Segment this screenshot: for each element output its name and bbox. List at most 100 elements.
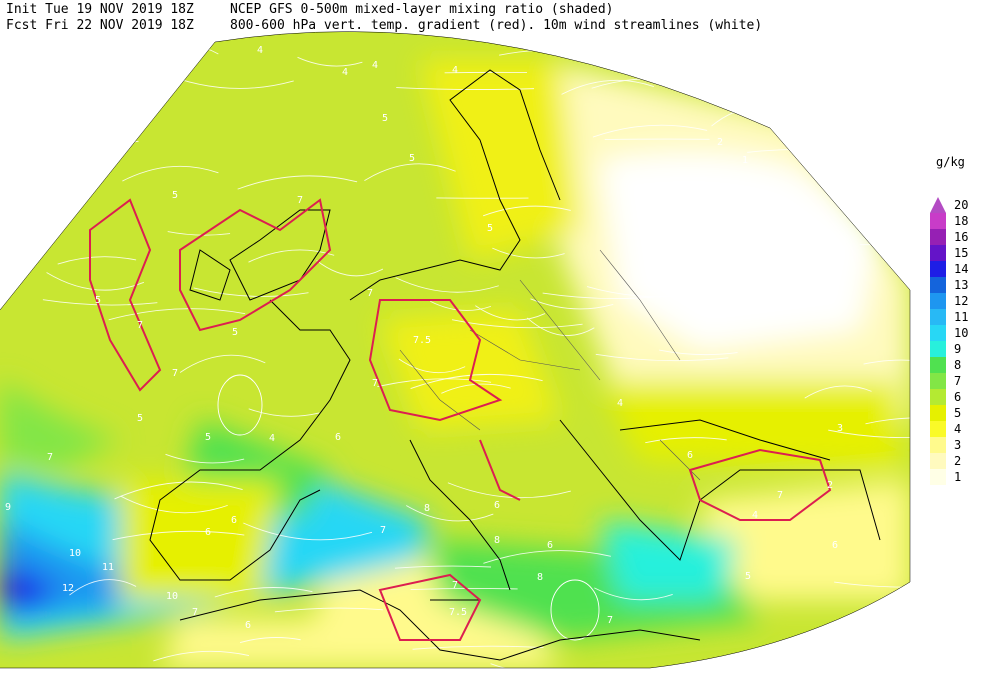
contour-labels: 4 4 4 5 5 5 4 2 1 5 5 5 7 7 7 7 7.5 7 5 6 5 4 6 6 7 8 8 8 6 6 7 9 10 11 12… (5, 45, 843, 631)
streamline (316, 260, 384, 277)
legend-swatch (930, 437, 946, 453)
contour-label: 7 (452, 580, 458, 591)
streamline (395, 277, 499, 293)
contour-label: 6 (245, 620, 251, 631)
init-time: Init Tue 19 NOV 2019 18Z (6, 2, 194, 17)
contour-label: 5 (745, 571, 751, 582)
streamline (550, 579, 600, 641)
map-frame (0, 31, 911, 669)
legend-label: 10 (954, 326, 968, 340)
shading (0, 60, 910, 668)
contour-label: 8 (424, 503, 430, 514)
contour-label: 7 (297, 195, 303, 206)
streamline (410, 587, 518, 591)
legend-label: 13 (954, 278, 968, 292)
streamline (120, 495, 228, 514)
contour-label: 10 (69, 548, 81, 559)
streamline (483, 550, 611, 564)
contour-label: 6 (231, 515, 237, 526)
legend-label: 20 (954, 198, 968, 212)
streamline (297, 56, 363, 67)
contour-label: 11 (102, 562, 114, 573)
red-contours (89, 198, 832, 641)
streamline (475, 305, 546, 321)
legend-label: 16 (954, 230, 968, 244)
contour-label: 7.5 (413, 335, 431, 346)
legend-swatch (930, 245, 946, 261)
contour-label: 7 (777, 490, 783, 501)
streamline (122, 165, 219, 182)
contour-label: 8 (537, 572, 543, 583)
streamline (57, 256, 137, 265)
streamline (112, 530, 245, 541)
streamline (482, 205, 571, 217)
streamline (69, 579, 137, 596)
streamline (394, 565, 492, 569)
streamline (274, 607, 383, 613)
legend-label: 3 (954, 438, 961, 452)
contour-label: 6 (687, 450, 693, 461)
streamline (804, 385, 872, 399)
contour-label: 7 (172, 368, 178, 379)
streamline (412, 645, 544, 650)
contour-label: 4 (452, 65, 458, 76)
streamline (526, 317, 595, 336)
streamline (398, 358, 466, 374)
streamline (430, 300, 492, 311)
streamline (167, 231, 231, 236)
forecast-time: Fcst Fri 22 NOV 2019 18Z (6, 18, 194, 33)
legend-label: 9 (954, 342, 961, 356)
contour-label: 6 (547, 540, 553, 551)
streamline (447, 482, 571, 499)
contour-label: 4 (372, 60, 378, 71)
legend-swatch (930, 421, 946, 437)
contour-label: 4 (269, 433, 275, 444)
streamline (659, 349, 738, 356)
streamline (863, 359, 910, 365)
legend-swatch (930, 229, 946, 245)
streamline (237, 175, 358, 190)
contour-label: 7 (367, 288, 373, 299)
contour-label: 4 (617, 398, 623, 409)
contour-label: 5 (205, 432, 211, 443)
streamline (586, 286, 708, 298)
contour-label: 7 (380, 525, 386, 536)
contour-label: 1 (742, 155, 748, 166)
streamline (594, 587, 673, 601)
streamline (865, 417, 910, 425)
legend-label: 11 (954, 310, 968, 324)
legend-swatch (930, 341, 946, 357)
legend-swatch (930, 213, 946, 229)
streamline (406, 505, 494, 522)
legend-label: 14 (954, 262, 968, 276)
streamline (364, 163, 456, 182)
streamline (239, 637, 301, 643)
legend-swatch (930, 261, 946, 277)
streamline (410, 373, 543, 390)
contour-label: 7.5 (449, 607, 467, 618)
contour-label: 6 (335, 432, 341, 443)
streamline (492, 247, 565, 259)
streamline (46, 272, 145, 291)
contour-label: 8 (494, 535, 500, 546)
legend-swatch (930, 373, 946, 389)
legend-label: 1 (954, 470, 961, 484)
legend-unit: g/kg (936, 155, 965, 169)
legend-swatch (930, 325, 946, 341)
streamline (217, 374, 263, 436)
legend-label: 15 (954, 246, 968, 260)
legend: g/kg 20 18 16 15 14 13 12 11 10 9 8 7 6 5 4 3 2 1 (930, 155, 968, 485)
contour-label: 6 (205, 527, 211, 538)
streamline (490, 663, 602, 668)
streamline (114, 481, 243, 500)
legend-label: 7 (954, 374, 961, 388)
streamline (248, 408, 320, 417)
streamline (722, 288, 790, 301)
streamline (214, 587, 313, 598)
streamline (108, 308, 246, 321)
contour-label: 7 (607, 615, 613, 626)
streamline (542, 292, 664, 300)
product-subtitle: 800-600 hPa vert. temp. gradient (red). … (230, 18, 762, 33)
contour-label: 6 (494, 500, 500, 511)
